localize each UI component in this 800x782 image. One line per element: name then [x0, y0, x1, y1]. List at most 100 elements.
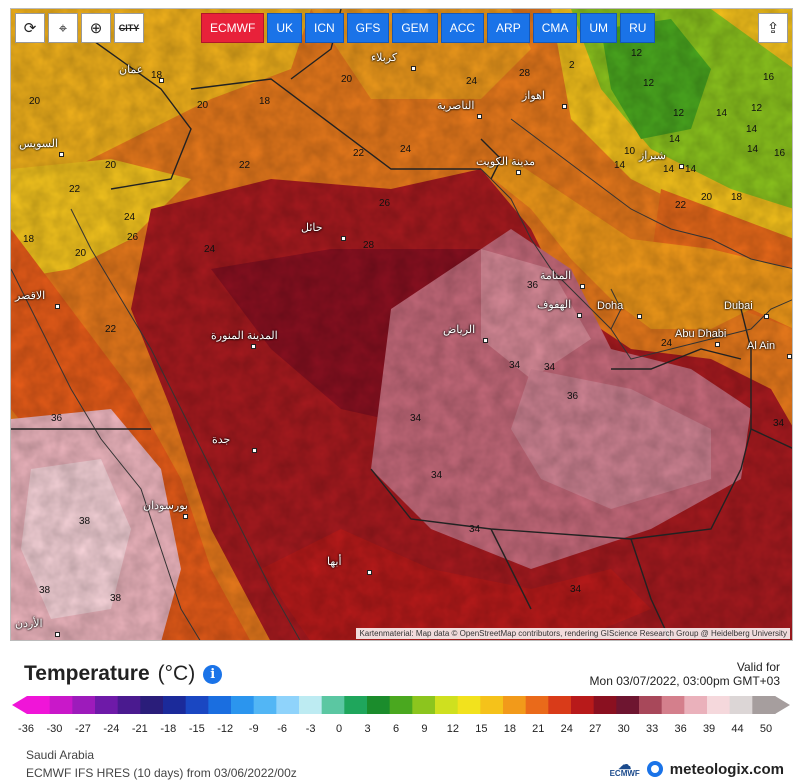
- isotherm-label: 14: [663, 164, 675, 175]
- brand[interactable]: ☁ ECMWF meteologix.com: [610, 758, 784, 778]
- model-button-gem[interactable]: GEM: [392, 13, 438, 43]
- colorbar-swatch: [661, 696, 685, 714]
- model-button-icn[interactable]: ICN: [305, 13, 344, 43]
- isotherm-label: 20: [197, 100, 209, 111]
- isotherm-label: 18: [151, 70, 163, 81]
- colorbar-max-arrow: [775, 696, 790, 714]
- colorbar-tick-label: 27: [589, 723, 602, 735]
- isotherm-label: 14: [669, 134, 681, 145]
- meteologix-logo-icon: [646, 761, 663, 777]
- isotherm-label: 34: [544, 362, 556, 373]
- forecast-map[interactable]: 18 20 18 20 20 22 22 24 24 28 22 24 26 24 28 26 20 22 36 34…: [10, 8, 793, 641]
- temperature-map-layer[interactable]: [11, 9, 793, 641]
- city-marker: [483, 338, 488, 343]
- isotherm-label: 20: [701, 192, 713, 203]
- colorbar-tick-label: 39: [702, 723, 716, 735]
- colorbar-swatch: [571, 696, 595, 714]
- model-button-gfs[interactable]: GFS: [346, 13, 390, 43]
- map-toolbar: ⟳ ⌖ ⊕ CITY: [15, 13, 144, 43]
- colorbar-tick-label: 9: [421, 723, 428, 735]
- city-label: شيراز: [639, 150, 666, 162]
- model-button-arp[interactable]: ARP: [487, 13, 530, 43]
- zoom-button[interactable]: ⊕: [81, 13, 111, 43]
- colorbar-tick-label: -27: [74, 723, 91, 735]
- city-label: الهفوف: [537, 299, 572, 311]
- colorbar-tick-label: -30: [46, 723, 63, 735]
- city-label: اهواز: [522, 90, 545, 102]
- isotherm-label: 24: [466, 76, 478, 87]
- colorbar-swatch: [367, 696, 391, 714]
- isotherm-label: 22: [239, 160, 251, 171]
- colorbar-swatch: [457, 696, 481, 714]
- isotherm-label: 22: [69, 184, 81, 195]
- colorbar-swatch: [707, 696, 731, 714]
- isotherm-label: 24: [400, 144, 412, 155]
- isotherm-label: 34: [570, 584, 582, 595]
- city-label: بورسودان: [143, 500, 188, 512]
- colorbar-tick-label: 18: [503, 723, 516, 735]
- isotherm-label: 40: [95, 640, 106, 641]
- isotherm-label: 12: [643, 78, 655, 89]
- city-label: الناصرية: [437, 100, 475, 112]
- city-marker: [159, 78, 164, 83]
- colorbar-swatch: [95, 696, 119, 714]
- model-run-label: ECMWF IFS HRES (10 days) from 03/06/2022…: [26, 766, 297, 780]
- colorbar-swatch: [616, 696, 640, 714]
- city-marker: [183, 514, 188, 519]
- isotherm-label: 14: [746, 124, 758, 135]
- info-icon[interactable]: i: [203, 664, 223, 684]
- city-marker: [55, 632, 60, 637]
- city-label: Al Ain: [747, 340, 776, 352]
- model-button-acc[interactable]: ACC: [440, 13, 485, 43]
- colorbar-swatch: [185, 696, 209, 714]
- refresh-icon: ⟳: [23, 20, 37, 37]
- isotherm-label: 12: [673, 108, 685, 119]
- city-marker: [59, 152, 64, 157]
- colorbar-tick-label: 0: [336, 723, 343, 735]
- refresh-button[interactable]: ⟳: [15, 13, 45, 43]
- colorbar-tick-label: 44: [731, 723, 744, 735]
- share-icon: ⇪: [766, 20, 780, 37]
- model-button-uk[interactable]: UK: [267, 13, 302, 43]
- isotherm-label: 22: [105, 324, 117, 335]
- isotherm-label: 26: [127, 232, 139, 243]
- city-marker: [252, 448, 257, 453]
- isotherm-label: 16: [763, 72, 775, 83]
- city-marker: [562, 104, 567, 109]
- city-marker: [787, 354, 792, 359]
- isotherm-label: 36: [527, 280, 539, 291]
- isotherm-label: 20: [29, 96, 41, 107]
- city-label: الرياض: [443, 324, 476, 336]
- city-icon: CITY: [118, 23, 140, 33]
- isotherm-label: 18: [731, 192, 743, 203]
- isotherm-label: 18: [259, 96, 271, 107]
- share-button[interactable]: ⇪: [758, 13, 788, 43]
- city-toggle-button[interactable]: CITY: [114, 13, 144, 43]
- city-marker: [477, 114, 482, 119]
- legend-title: Temperature: [24, 662, 150, 685]
- colorbar-tick-label: 21: [532, 723, 545, 735]
- colorbar-tick-label: -6: [277, 723, 288, 735]
- colorbar-swatch: [344, 696, 368, 714]
- isotherm-label: 18: [23, 234, 35, 245]
- colorbar-swatch: [480, 696, 504, 714]
- temperature-colorbar: [12, 696, 790, 714]
- city-label: السويس: [19, 138, 58, 150]
- zoom-icon: ⊕: [89, 20, 103, 37]
- isotherm-label: 28: [519, 68, 531, 79]
- city-label: المنامة: [540, 270, 572, 282]
- city-label: Abu Dhabi: [675, 328, 727, 340]
- colorbar-swatch: [412, 696, 436, 714]
- isotherm-label: 2: [569, 60, 575, 71]
- model-button-ru[interactable]: RU: [620, 13, 656, 43]
- colorbar-tick-label: 33: [646, 723, 659, 735]
- model-button-ecmwf[interactable]: ECMWF: [201, 13, 265, 43]
- colorbar-swatch: [525, 696, 549, 714]
- model-button-cma[interactable]: CMA: [532, 13, 578, 43]
- city-marker: [715, 342, 720, 347]
- location-button[interactable]: ⌖: [48, 13, 78, 43]
- city-marker: [764, 314, 769, 319]
- city-label: كربلاء: [371, 52, 398, 64]
- map-attribution[interactable]: Kartenmaterial: Map data © OpenStreetMap…: [356, 628, 790, 639]
- model-button-um[interactable]: UM: [580, 13, 618, 43]
